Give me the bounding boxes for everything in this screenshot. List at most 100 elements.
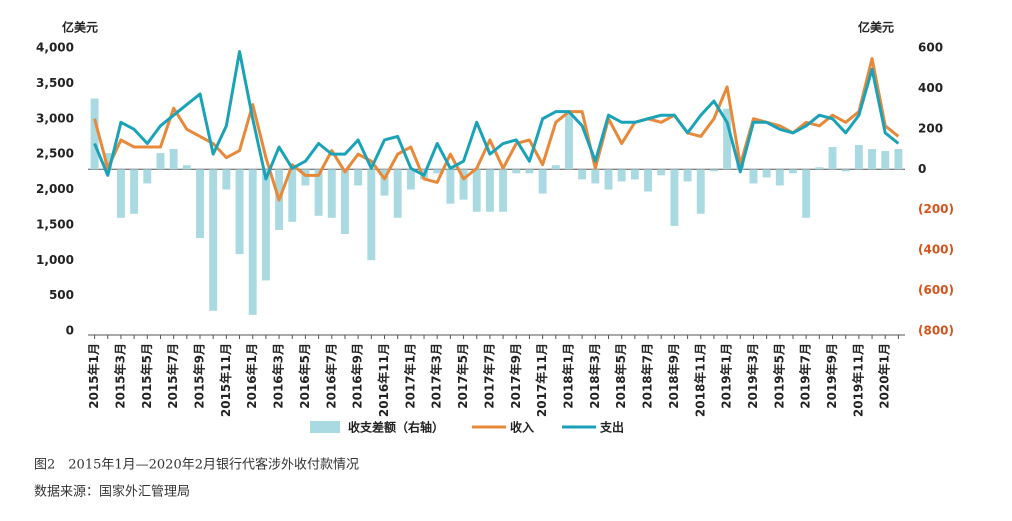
- y2-tick-label: (400): [918, 243, 954, 257]
- y-tick-label: 2,000: [36, 182, 74, 196]
- bar: [248, 169, 257, 315]
- x-tick-label: 2016年1月: [244, 343, 259, 409]
- x-tick-label: 2016年5月: [297, 343, 312, 409]
- bar: [433, 169, 442, 174]
- bar: [775, 169, 784, 186]
- bar: [525, 169, 534, 174]
- x-tick-label: 2019年9月: [824, 343, 839, 409]
- bar: [209, 169, 218, 311]
- x-tick-label: 2018年9月: [666, 343, 681, 409]
- bar: [881, 151, 890, 170]
- y2-tick-label: (600): [918, 283, 954, 297]
- bar: [406, 169, 415, 190]
- y-unit-right: 亿美元: [858, 20, 894, 35]
- x-tick-label: 2019年5月: [771, 343, 786, 409]
- bar: [815, 167, 824, 170]
- bar: [604, 169, 613, 190]
- legend-swatch: [310, 421, 340, 433]
- bar: [828, 147, 837, 170]
- y2-tick-label: 0: [918, 162, 926, 176]
- bar: [103, 153, 112, 170]
- bar: [459, 169, 468, 200]
- bar: [472, 169, 481, 212]
- x-tick-label: 2016年11月: [376, 343, 391, 417]
- bar: [222, 169, 231, 190]
- bar: [380, 169, 389, 196]
- y-tick-label: 4,000: [36, 41, 74, 55]
- bar: [341, 169, 349, 234]
- x-tick-label: 2018年7月: [640, 343, 655, 409]
- bar: [169, 149, 178, 170]
- source: 数据来源：国家外汇管理局: [34, 484, 190, 500]
- bar: [578, 169, 587, 180]
- x-tick-label: 2017年9月: [508, 343, 523, 409]
- bar: [235, 169, 244, 255]
- bar: [90, 98, 99, 170]
- x-tick-label: 2017年7月: [481, 343, 496, 409]
- bar: [630, 169, 639, 180]
- bar: [538, 169, 547, 194]
- x-tick-label: 2018年3月: [587, 343, 602, 409]
- y-tick-label: 2,500: [36, 147, 74, 161]
- x-tick-label: 2015年9月: [192, 343, 207, 409]
- bar: [499, 169, 508, 212]
- x-tick-label: 2018年1月: [560, 343, 575, 409]
- y-tick-label: 0: [66, 324, 74, 338]
- line: [93, 50, 900, 181]
- bar: [894, 149, 903, 170]
- y2-tick-label: 400: [918, 81, 943, 95]
- bar: [261, 169, 270, 281]
- x-tick-label: 2015年3月: [112, 343, 127, 409]
- y-tick-label: 1,000: [36, 253, 74, 267]
- bar: [644, 169, 652, 192]
- legend-label: 支出: [599, 420, 624, 435]
- bar: [367, 169, 376, 261]
- bar: [446, 169, 455, 204]
- bar: [565, 112, 573, 170]
- y-tick-label: 3,000: [36, 111, 74, 125]
- x-tick-label: 2015年7月: [165, 343, 180, 409]
- x-tick-label: 2019年3月: [745, 343, 760, 409]
- bar: [314, 169, 323, 216]
- bar: [591, 169, 600, 184]
- x-tick-label: 2015年1月: [86, 343, 101, 409]
- bar: [789, 169, 797, 174]
- bar: [696, 169, 705, 214]
- bar: [182, 165, 191, 170]
- bar: [301, 169, 310, 186]
- bar: [143, 169, 152, 184]
- bar: [657, 169, 666, 176]
- bar: [802, 169, 811, 218]
- x-tick-label: 2017年5月: [455, 343, 470, 409]
- bar: [709, 169, 718, 172]
- x-tick-label: 2016年9月: [350, 343, 365, 409]
- x-tick-label: 2019年7月: [798, 343, 813, 409]
- bar: [196, 169, 204, 239]
- x-tick-label: 2017年1月: [402, 343, 417, 409]
- bar: [868, 149, 877, 170]
- bar: [670, 169, 679, 226]
- y2-tick-label: (800): [918, 324, 954, 338]
- y2-tick-label: 600: [918, 41, 943, 55]
- x-tick-label: 2018年11月: [692, 343, 707, 417]
- y-tick-label: 1,500: [36, 217, 74, 231]
- bar: [841, 169, 850, 172]
- x-tick-label: 2015年5月: [139, 343, 154, 409]
- legend-label: 收支差额（右轴）: [348, 420, 444, 435]
- y2-tick-label: (200): [918, 202, 954, 216]
- bar: [749, 169, 758, 184]
- bar: [723, 108, 732, 170]
- x-tick-label: 2019年1月: [719, 343, 734, 409]
- bar: [327, 169, 336, 218]
- x-tick-label: 2019年11月: [850, 343, 865, 417]
- bar: [762, 169, 771, 178]
- bar: [854, 145, 863, 170]
- x-tick-label: 2018年5月: [613, 343, 628, 409]
- bar: [288, 169, 297, 222]
- y2-tick-label: 200: [918, 121, 943, 135]
- bar: [156, 153, 165, 170]
- bar: [393, 169, 402, 218]
- x-tick-label: 2017年11月: [534, 343, 549, 417]
- x-tick-label: 2020年1月: [877, 343, 892, 409]
